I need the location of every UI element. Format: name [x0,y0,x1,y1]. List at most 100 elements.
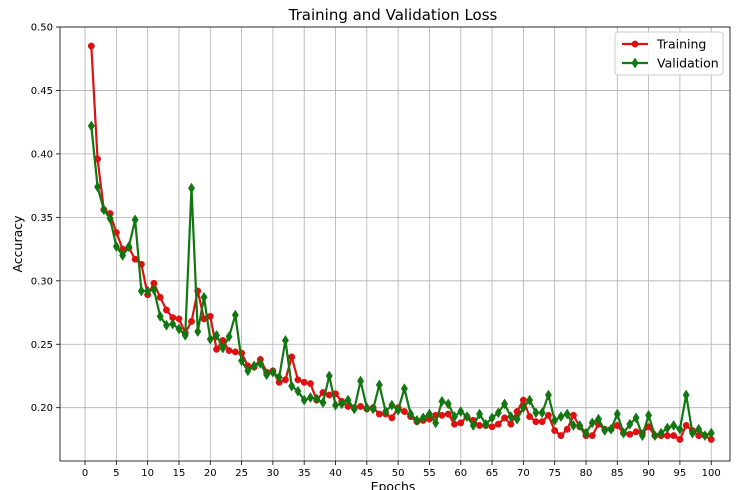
validation-point [413,414,421,426]
x-tick-label: 45 [360,468,373,479]
training-point [375,410,383,418]
training-point [400,408,408,415]
legend-label-validation: Validation [657,56,719,71]
validation-point [695,423,703,435]
legend-entry-validation: Validation [622,56,719,71]
validation-point [551,414,559,426]
validation-point [688,427,696,439]
validation-point [144,285,152,297]
validation-point [532,407,540,419]
validation-point [507,411,515,423]
y-tick-label: 0.50 [31,23,53,34]
training-point [87,42,95,50]
validation-point [200,291,208,303]
validation-series [87,120,715,442]
validation-point [269,366,277,378]
validation-point [150,284,158,296]
training-point [526,413,534,421]
validation-point [620,427,628,439]
validation-point [682,389,690,401]
validation-point [332,399,340,411]
legend: Training Validation [614,31,724,76]
validation-point [213,329,221,341]
validation-line [90,125,712,437]
validation-point [626,418,634,430]
validation-point [701,430,709,442]
validation-point [526,394,534,406]
y-tick-label: 0.25 [31,340,53,351]
validation-point [382,406,390,417]
validation-point [438,395,446,407]
x-tick-label: 55 [423,468,436,479]
training-point [682,422,690,429]
validation-point [425,408,433,420]
validation-point [632,412,640,424]
validation-point [338,398,346,410]
validation-point [225,331,233,343]
validation-point [162,319,170,331]
y-tick-label: 0.30 [31,276,53,287]
x-tick-label: 20 [204,468,217,479]
validation-point [263,369,271,381]
training-point [300,378,308,386]
validation-point [244,365,252,377]
validation-point [607,423,615,435]
validation-point [513,413,521,425]
validation-point [582,427,590,439]
x-tick-label: 15 [173,468,186,479]
training-point [632,428,640,436]
training-point [494,420,502,428]
validation-point [194,326,202,338]
y-axis-label: Accuracy [10,215,25,273]
legend-label-training: Training [656,37,706,52]
training-point [281,376,289,384]
validation-point [306,392,314,404]
validation-point [450,411,458,423]
validation-point [281,334,289,346]
training-point [557,432,565,440]
validation-point [400,383,408,395]
training-point [294,376,302,384]
training-point [588,432,596,440]
x-tick-label: 50 [392,468,405,479]
validation-point [463,411,471,423]
training-point [570,411,577,419]
series-group [87,42,715,443]
validation-point [488,412,496,424]
training-point [156,293,164,301]
validation-point [350,403,358,415]
validation-point [288,380,296,392]
y-tick-label: 0.20 [31,403,53,414]
validation-point [344,394,352,406]
chart-title: Training and Validation Loss [288,6,498,24]
validation-point [106,213,114,225]
training-point [676,435,684,443]
validation-point [275,371,283,383]
x-tick-label: 40 [329,468,342,479]
validation-point [407,408,415,420]
validation-point [112,241,120,253]
validation-point [125,241,133,253]
x-tick-label: 5 [113,468,119,479]
validation-point [219,342,227,354]
training-point [532,418,540,426]
legend-box [614,31,724,76]
validation-point [645,409,653,421]
validation-point [676,423,684,435]
validation-point [357,375,365,387]
training-point [476,422,483,429]
training-point [213,345,220,353]
x-tick-label: 85 [611,468,624,479]
training-point [563,425,571,433]
x-tick-label: 10 [141,468,154,479]
validation-point [457,406,465,417]
plot-frame [59,26,731,462]
training-point [457,419,465,427]
training-point [626,430,634,438]
legend-marker-training [631,40,639,48]
validation-point [156,310,164,322]
validation-point [231,309,239,321]
validation-point [707,427,715,439]
validation-point [294,385,302,397]
